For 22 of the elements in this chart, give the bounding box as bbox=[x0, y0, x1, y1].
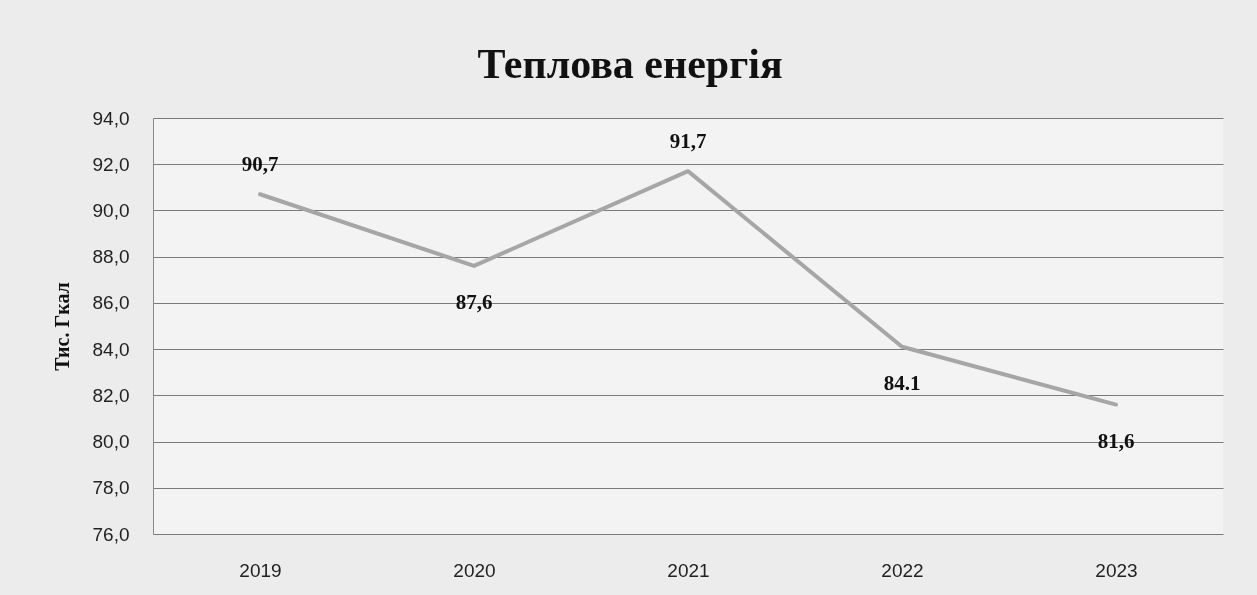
data-label: 81,6 bbox=[1097, 428, 1135, 453]
y-axis-title: Тис. Гкал bbox=[50, 282, 73, 371]
y-tick-label: 78,0 bbox=[92, 477, 130, 499]
data-label: 84.1 bbox=[883, 370, 921, 395]
y-tick-label: 88,0 bbox=[92, 246, 130, 268]
x-tick-label: 2020 bbox=[453, 559, 496, 581]
y-tick-label: 82,0 bbox=[92, 384, 130, 406]
x-tick-label: 2022 bbox=[881, 559, 924, 581]
y-tick-label: 90,0 bbox=[92, 199, 130, 221]
y-tick-label: 80,0 bbox=[92, 431, 130, 453]
y-tick-label: 76,0 bbox=[92, 523, 130, 545]
y-tick-label: 92,0 bbox=[92, 153, 130, 175]
data-label: 90,7 bbox=[241, 152, 279, 177]
data-label: 87,6 bbox=[455, 289, 493, 314]
x-tick-label: 2023 bbox=[1095, 559, 1138, 581]
y-tick-label: 94,0 bbox=[92, 107, 130, 129]
y-tick-label: 84,0 bbox=[92, 338, 130, 360]
y-tick-label: 86,0 bbox=[92, 292, 130, 314]
x-tick-label: 2019 bbox=[239, 559, 282, 581]
data-label: 91,7 bbox=[669, 129, 707, 154]
chart-title: Теплова енергія bbox=[477, 41, 783, 87]
x-tick-label: 2021 bbox=[667, 559, 710, 581]
